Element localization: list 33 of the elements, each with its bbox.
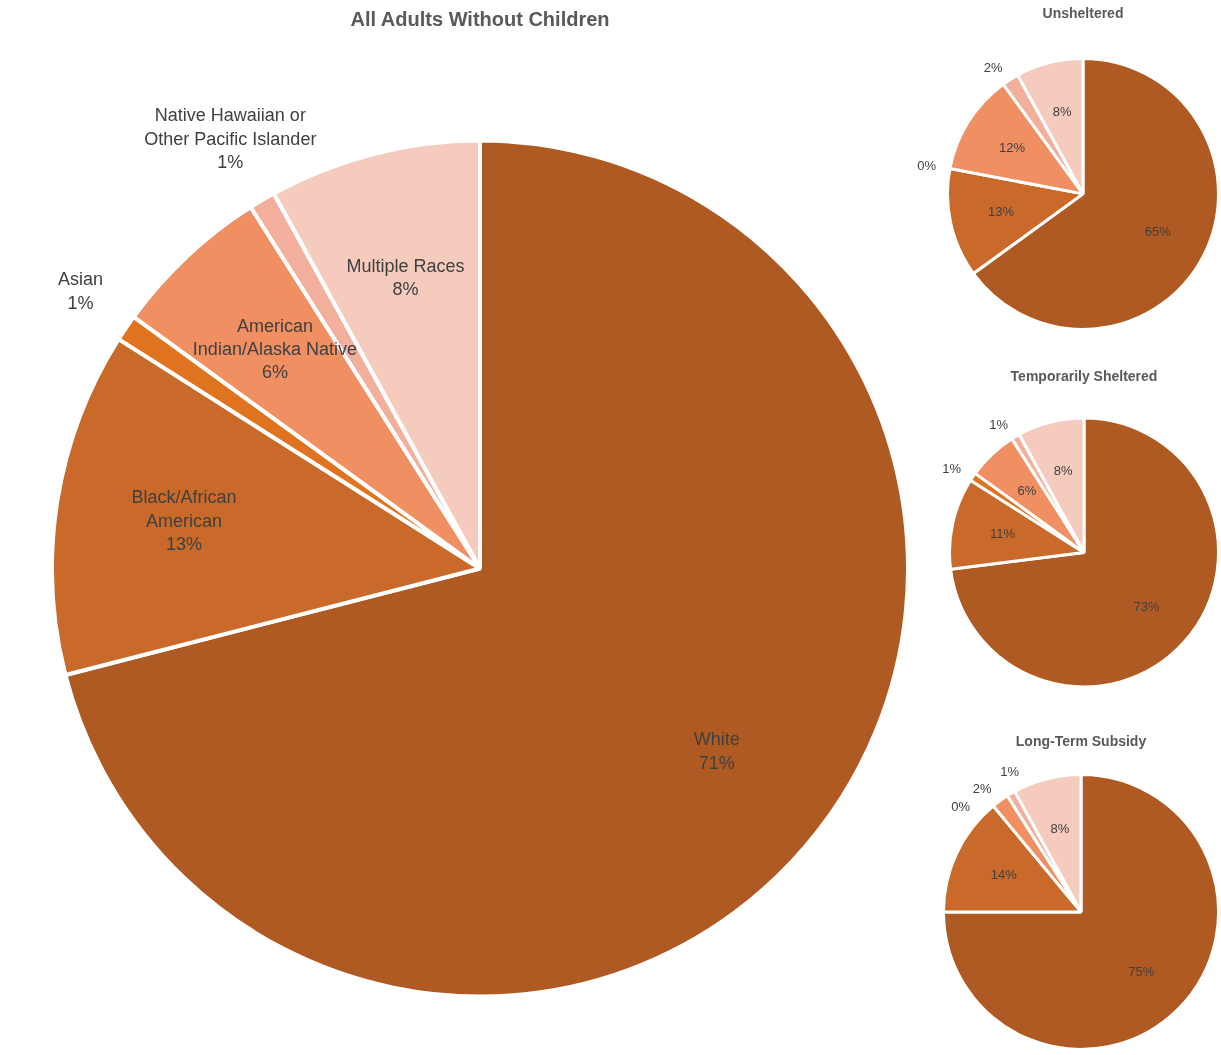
data-label: 8% xyxy=(392,278,419,299)
text: 0% xyxy=(951,798,970,814)
text: 0% xyxy=(917,157,936,173)
chart-title: Long-Term Subsidy xyxy=(1015,733,1147,750)
data-label: 6% xyxy=(1017,483,1037,499)
chart-title: All Adults Without Children xyxy=(350,7,610,30)
data-label: 1% xyxy=(67,292,94,313)
slice-label: Asian xyxy=(58,269,104,290)
data-label: 13% xyxy=(988,203,1015,219)
data-label: 73% xyxy=(1133,599,1160,615)
data-label: 1% xyxy=(1000,764,1020,780)
data-label: 1% xyxy=(942,460,962,476)
data-label: 11% xyxy=(990,525,1016,541)
chart-title: Unsheltered xyxy=(1042,5,1124,22)
data-label: 71% xyxy=(698,752,735,773)
slice-label: White xyxy=(693,729,740,750)
data-label: 14% xyxy=(990,867,1018,883)
slice-label: Native Hawaiian or Other Pacific Islander xyxy=(144,105,317,149)
slice-label: Multiple Races xyxy=(346,255,465,276)
data-label: 2% xyxy=(983,59,1003,75)
data-label: 8% xyxy=(1052,104,1072,120)
data-label: 8% xyxy=(1050,820,1070,836)
chart-title: Temporarily Sheltered xyxy=(1010,368,1158,385)
data-label: 6% xyxy=(261,362,288,383)
data-label: 65% xyxy=(1144,223,1172,239)
data-label: 8% xyxy=(1053,463,1074,479)
data-label: 2% xyxy=(972,781,992,797)
data-label: 13% xyxy=(166,534,203,554)
slice-label: Black/African American xyxy=(131,487,237,531)
data-label: 1% xyxy=(989,416,1009,432)
data-label: 12% xyxy=(999,140,1026,156)
data-label: 1% xyxy=(217,152,244,173)
data-label: 75% xyxy=(1128,963,1155,979)
